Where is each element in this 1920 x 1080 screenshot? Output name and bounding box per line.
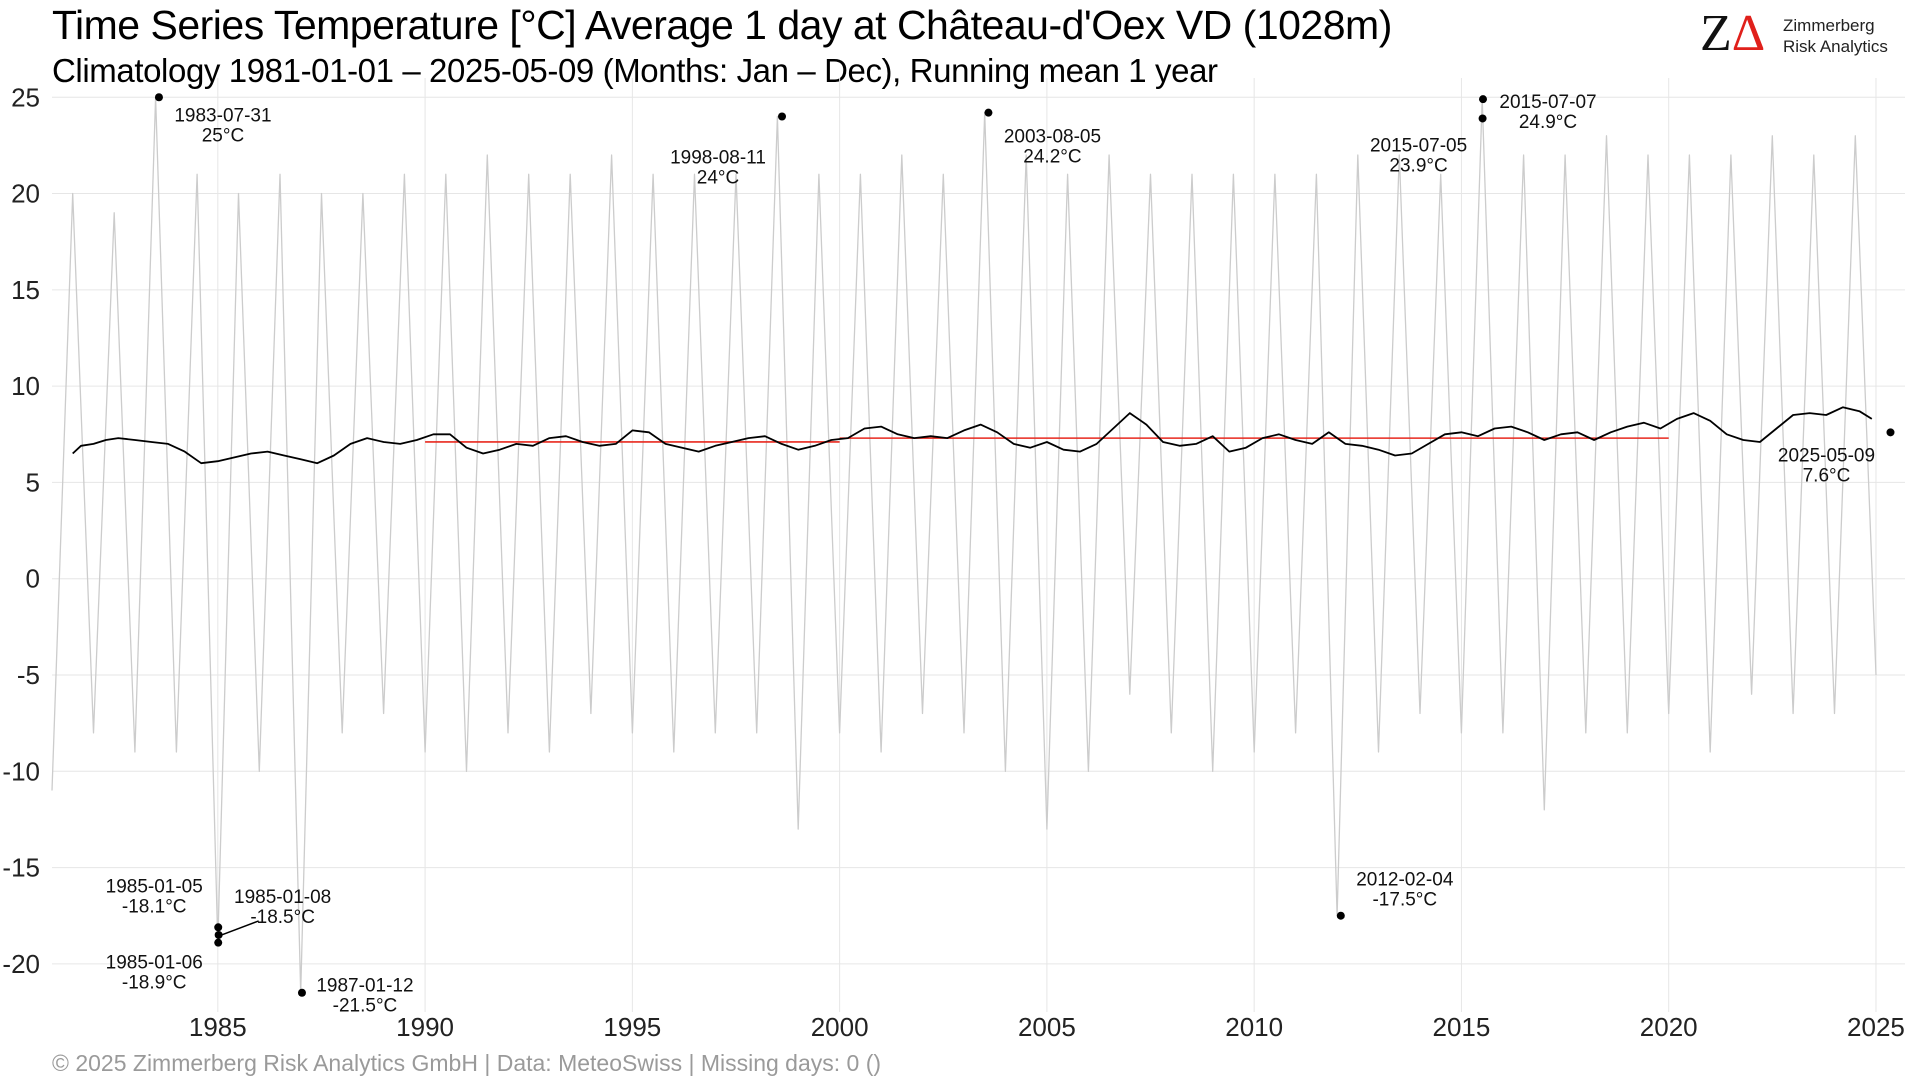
logo-line-2: Risk Analytics [1783,37,1888,56]
decade-mean-series [425,437,1669,443]
annotation-value: 25°C [202,125,244,146]
annotation-value: 7.6°C [1803,465,1851,486]
extreme-point [214,938,223,947]
annotation-value: 24.2°C [1023,147,1081,168]
annotation-date: 2012-02-04 [1356,870,1454,891]
y-tick-label: 15 [11,275,40,305]
extreme-point [1886,428,1895,437]
x-tick-label: 2015 [1433,1012,1491,1042]
annotation-date: 1987-01-12 [316,976,413,997]
annotation-date: 1985-01-05 [106,876,203,897]
extreme-point [1336,911,1345,920]
y-tick-label: 10 [11,371,40,401]
x-tick-label: 1990 [396,1012,454,1042]
annotation-date: 2015-07-05 [1370,135,1467,156]
extreme-point [1478,114,1487,123]
annotation-date: 2025-05-09 [1778,445,1875,466]
annotation-date: 1985-01-08 [234,887,331,908]
y-tick-label: -15 [2,853,40,883]
chart-title: Time Series Temperature [°C] Average 1 d… [52,2,1392,48]
daily-series [51,96,1877,994]
annotation-value: -18.1°C [122,896,187,917]
annotation-date: 1998-08-11 [670,148,766,169]
x-tick-label: 2010 [1225,1012,1283,1042]
x-tick-label: 2025 [1847,1012,1905,1042]
logo-delta-glyph: Δ [1731,5,1766,62]
annotation-value: -18.9°C [122,973,187,994]
chart-subtitle: Climatology 1981-01-01 – 2025-05-09 (Mon… [52,52,1218,89]
y-tick-label: 25 [11,82,40,112]
x-tick-label: 2000 [811,1012,869,1042]
running-mean-series [72,406,1873,465]
y-tick-label: -5 [17,660,40,690]
extreme-point [778,112,787,121]
extreme-annotations: 1983-07-3125°C1998-08-1124°C2003-08-0524… [106,92,1895,1017]
y-tick-label: -20 [2,949,40,979]
extreme-point [984,108,993,117]
running-mean-line [72,406,1873,465]
daily-temperature-line [51,96,1877,994]
y-tick-label: 5 [26,467,40,497]
annotation-value: -18.5°C [250,907,315,928]
footer-credit: © 2025 Zimmerberg Risk Analytics GmbH | … [52,1050,882,1076]
annotation-date: 2003-08-05 [1004,127,1101,148]
y-tick-label: 0 [26,564,40,594]
logo-mark: ZΔ [1700,8,1765,60]
x-axis-ticks: 1985 1990 1995 2000 2005 2010 2015 2020 2025 [189,1012,1905,1042]
y-tick-label: -10 [2,756,40,786]
x-tick-label: 2020 [1640,1012,1698,1042]
x-tick-label: 1985 [189,1012,247,1042]
extreme-point [297,988,306,997]
annotation-leader-line [221,920,259,936]
annotation-value: 24.9°C [1519,112,1577,133]
annotation-value: 23.9°C [1389,155,1447,176]
annotation-value: -17.5°C [1372,890,1437,911]
x-tick-label: 1995 [603,1012,661,1042]
logo-z-glyph: Z [1700,5,1732,62]
extreme-point [214,923,223,932]
annotation-date: 1983-07-31 [174,105,271,126]
extreme-point [154,93,163,102]
grid-lines [52,78,1905,1012]
y-axis-ticks: -20 -15 -10 -5 0 5 10 15 20 25 [2,82,40,979]
annotation-value: 24°C [697,168,739,189]
annotation-value: -21.5°C [333,996,398,1017]
annotation-date: 1985-01-06 [106,953,203,974]
extreme-point [1478,95,1487,104]
y-tick-label: 20 [11,179,40,209]
x-tick-label: 2005 [1018,1012,1076,1042]
logo-line-1: Zimmerberg [1783,16,1875,35]
annotation-date: 2015-07-07 [1499,92,1596,113]
company-logo: ZΔ Zimmerberg Risk Analytics [1700,8,1905,60]
extreme-point [214,930,223,939]
logo-text: Zimmerberg Risk Analytics [1783,15,1888,57]
